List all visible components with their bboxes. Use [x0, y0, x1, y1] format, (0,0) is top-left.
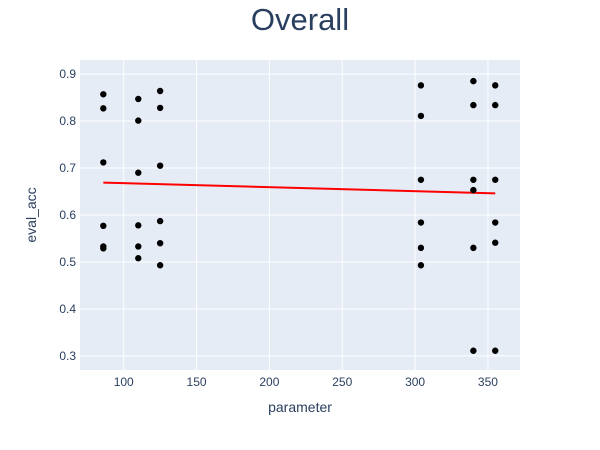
data-point: [470, 186, 477, 194]
data-point: [417, 244, 425, 252]
y-tick-label: 0.7: [59, 161, 76, 175]
data-point: [135, 169, 142, 176]
data-point: [492, 82, 499, 89]
data-point: [470, 244, 477, 252]
data-point: [417, 262, 425, 269]
data-point: [100, 105, 107, 112]
data-point: [100, 91, 107, 98]
data-point: [135, 243, 142, 250]
data-point: [417, 82, 425, 89]
data-point: [492, 219, 499, 226]
y-tick-label: 0.8: [59, 114, 76, 128]
x-axis-title: parameter: [268, 399, 332, 415]
data-point: [470, 101, 477, 109]
y-tick-label: 0.9: [59, 67, 76, 81]
data-point: [470, 176, 477, 183]
data-point: [135, 117, 142, 124]
data-point: [135, 95, 142, 103]
data-point: [417, 176, 425, 183]
x-tick-label: 300: [405, 375, 425, 389]
data-point: [100, 159, 107, 166]
y-tick-label: 0.4: [59, 302, 76, 316]
x-tick-label: 200: [259, 375, 279, 389]
data-point: [100, 222, 107, 230]
data-point: [100, 245, 107, 252]
x-tick-label: 100: [114, 375, 134, 389]
y-axis-title: eval_acc: [23, 187, 39, 242]
trendline: [103, 181, 496, 195]
data-point: [492, 176, 499, 183]
data-point: [470, 347, 477, 354]
data-point: [135, 222, 142, 229]
data-point: [417, 219, 425, 226]
data-point: [492, 347, 499, 354]
data-point: [156, 262, 164, 269]
y-tick-label: 0.3: [59, 349, 76, 363]
data-point: [156, 239, 164, 247]
data-point: [156, 217, 164, 225]
data-point: [492, 101, 499, 109]
chart-title: Overall: [251, 2, 349, 37]
y-tick-label: 0.6: [59, 208, 76, 222]
x-tick-label: 250: [332, 375, 352, 389]
data-points: [100, 77, 499, 354]
data-point: [156, 87, 164, 95]
grid-lines: [80, 60, 520, 370]
x-tick-labels: 100 150 200 250 300 350: [114, 375, 499, 389]
y-tick-label: 0.5: [59, 255, 76, 269]
data-point: [135, 255, 142, 262]
x-tick-label: 350: [478, 375, 498, 389]
trendline-layer: [103, 181, 496, 195]
data-point: [156, 104, 164, 112]
data-point: [417, 112, 425, 120]
data-point: [492, 239, 499, 246]
data-point: [156, 162, 164, 169]
y-tick-labels: 0.3 0.4 0.5 0.6 0.7 0.8 0.9: [59, 67, 76, 363]
data-point: [470, 77, 477, 85]
x-tick-label: 150: [187, 375, 207, 389]
